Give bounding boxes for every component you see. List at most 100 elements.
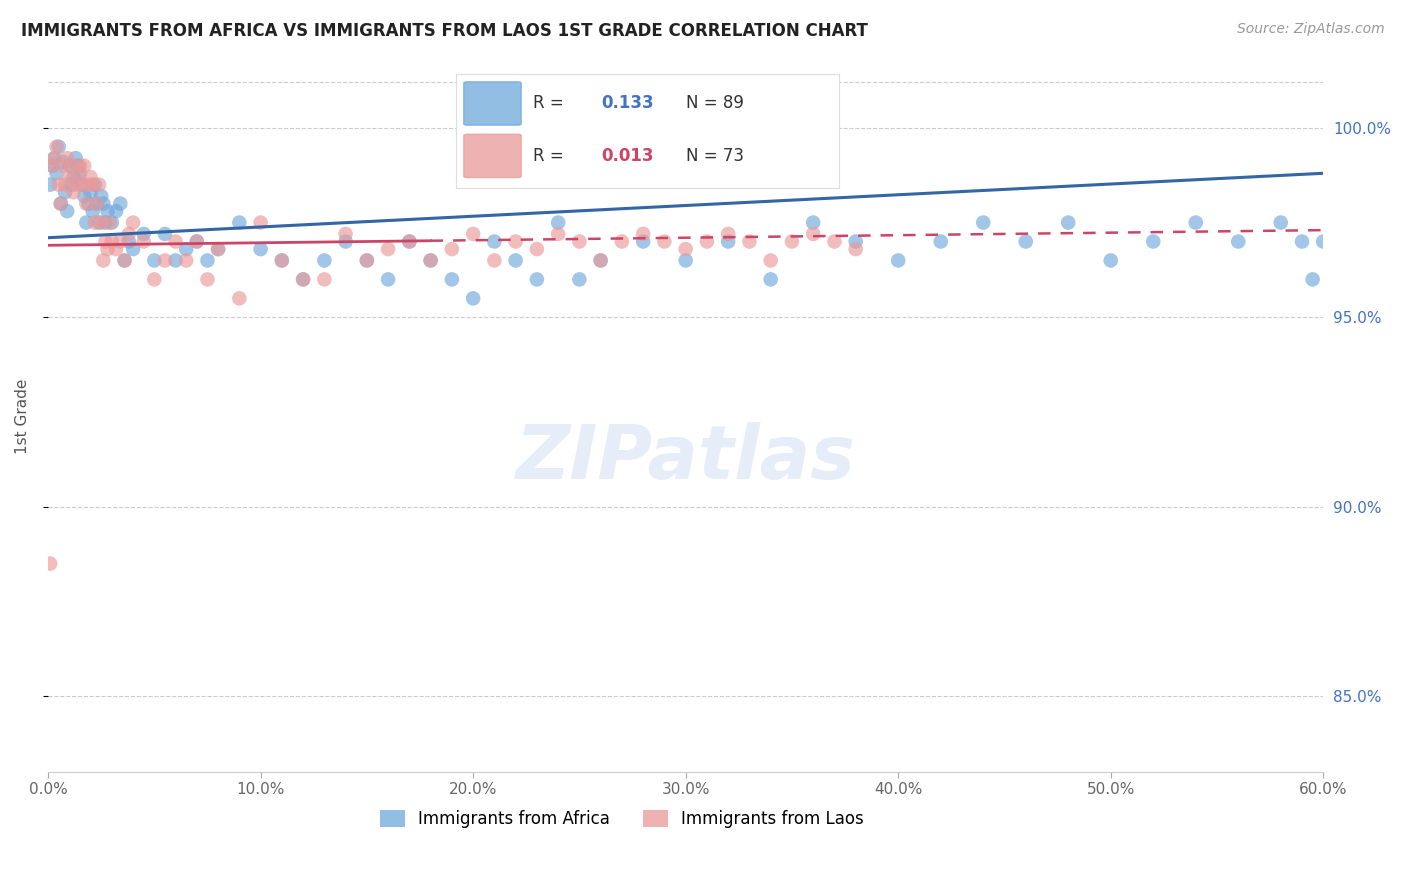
Point	[45, 166, 67, 180]
Point	[249, 215, 271, 229]
Point	[79, 170, 101, 185]
Point	[377, 242, 399, 256]
Text: Source: ZipAtlas.com: Source: ZipAtlas.com	[1237, 22, 1385, 37]
Point	[1057, 215, 1080, 229]
Point	[70, 178, 93, 192]
Point	[801, 227, 824, 241]
Point	[547, 227, 569, 241]
Point	[335, 235, 357, 249]
Point	[114, 253, 136, 268]
Text: ZIPatlas: ZIPatlas	[516, 422, 856, 495]
Point	[823, 235, 845, 249]
Point	[356, 253, 378, 268]
Point	[48, 178, 70, 192]
Point	[82, 204, 104, 219]
Point	[207, 242, 229, 256]
Point	[419, 253, 441, 268]
Point	[143, 253, 166, 268]
Point	[41, 159, 63, 173]
Point	[398, 235, 420, 249]
Point	[86, 196, 108, 211]
Point	[56, 204, 79, 219]
Point	[675, 253, 697, 268]
Point	[58, 159, 80, 173]
Point	[356, 253, 378, 268]
Point	[1227, 235, 1250, 249]
Point	[132, 227, 155, 241]
Point	[1142, 235, 1164, 249]
Point	[197, 253, 219, 268]
Legend: Immigrants from Africa, Immigrants from Laos: Immigrants from Africa, Immigrants from …	[373, 804, 870, 835]
Point	[1291, 235, 1313, 249]
Point	[56, 151, 79, 165]
Point	[66, 159, 89, 173]
Point	[165, 253, 187, 268]
Point	[440, 272, 463, 286]
Point	[1333, 215, 1355, 229]
Point	[49, 196, 72, 211]
Point	[484, 253, 506, 268]
Point	[44, 151, 66, 165]
Point	[568, 235, 591, 249]
Point	[292, 272, 315, 286]
Point	[165, 235, 187, 249]
Point	[314, 253, 336, 268]
Point	[73, 159, 96, 173]
Point	[70, 178, 93, 192]
Point	[75, 196, 97, 211]
Point	[90, 215, 112, 229]
Point	[738, 235, 761, 249]
Point	[48, 140, 70, 154]
Point	[484, 235, 506, 249]
Point	[759, 253, 782, 268]
Point	[94, 215, 117, 229]
Point	[52, 155, 75, 169]
Point	[207, 242, 229, 256]
Point	[1302, 272, 1324, 286]
Point	[39, 178, 62, 192]
Point	[58, 170, 80, 185]
Y-axis label: 1st Grade: 1st Grade	[15, 378, 30, 453]
Point	[270, 253, 292, 268]
Point	[1099, 253, 1122, 268]
Point	[69, 166, 91, 180]
Point	[972, 215, 994, 229]
Point	[1270, 215, 1292, 229]
Point	[101, 235, 124, 249]
Point	[526, 242, 548, 256]
Point	[249, 242, 271, 256]
Point	[62, 170, 84, 185]
Point	[631, 235, 654, 249]
Point	[696, 235, 718, 249]
Point	[759, 272, 782, 286]
Point	[101, 215, 124, 229]
Point	[110, 235, 132, 249]
Point	[118, 227, 141, 241]
Point	[94, 235, 117, 249]
Point	[717, 235, 740, 249]
Point	[186, 235, 208, 249]
Point	[1184, 215, 1206, 229]
Point	[98, 215, 121, 229]
Point	[526, 272, 548, 286]
Point	[82, 178, 104, 192]
Point	[83, 215, 105, 229]
Point	[654, 235, 676, 249]
Point	[87, 215, 110, 229]
Point	[228, 215, 250, 229]
Point	[118, 235, 141, 249]
Point	[717, 227, 740, 241]
Point	[90, 189, 112, 203]
Point	[505, 235, 527, 249]
Point	[87, 178, 110, 192]
Point	[589, 253, 612, 268]
Point	[79, 186, 101, 200]
Point	[1312, 235, 1334, 249]
Point	[122, 242, 145, 256]
Point	[589, 253, 612, 268]
Point	[83, 178, 105, 192]
Point	[53, 186, 76, 200]
Point	[1376, 215, 1399, 229]
Point	[801, 215, 824, 229]
Point	[65, 151, 87, 165]
